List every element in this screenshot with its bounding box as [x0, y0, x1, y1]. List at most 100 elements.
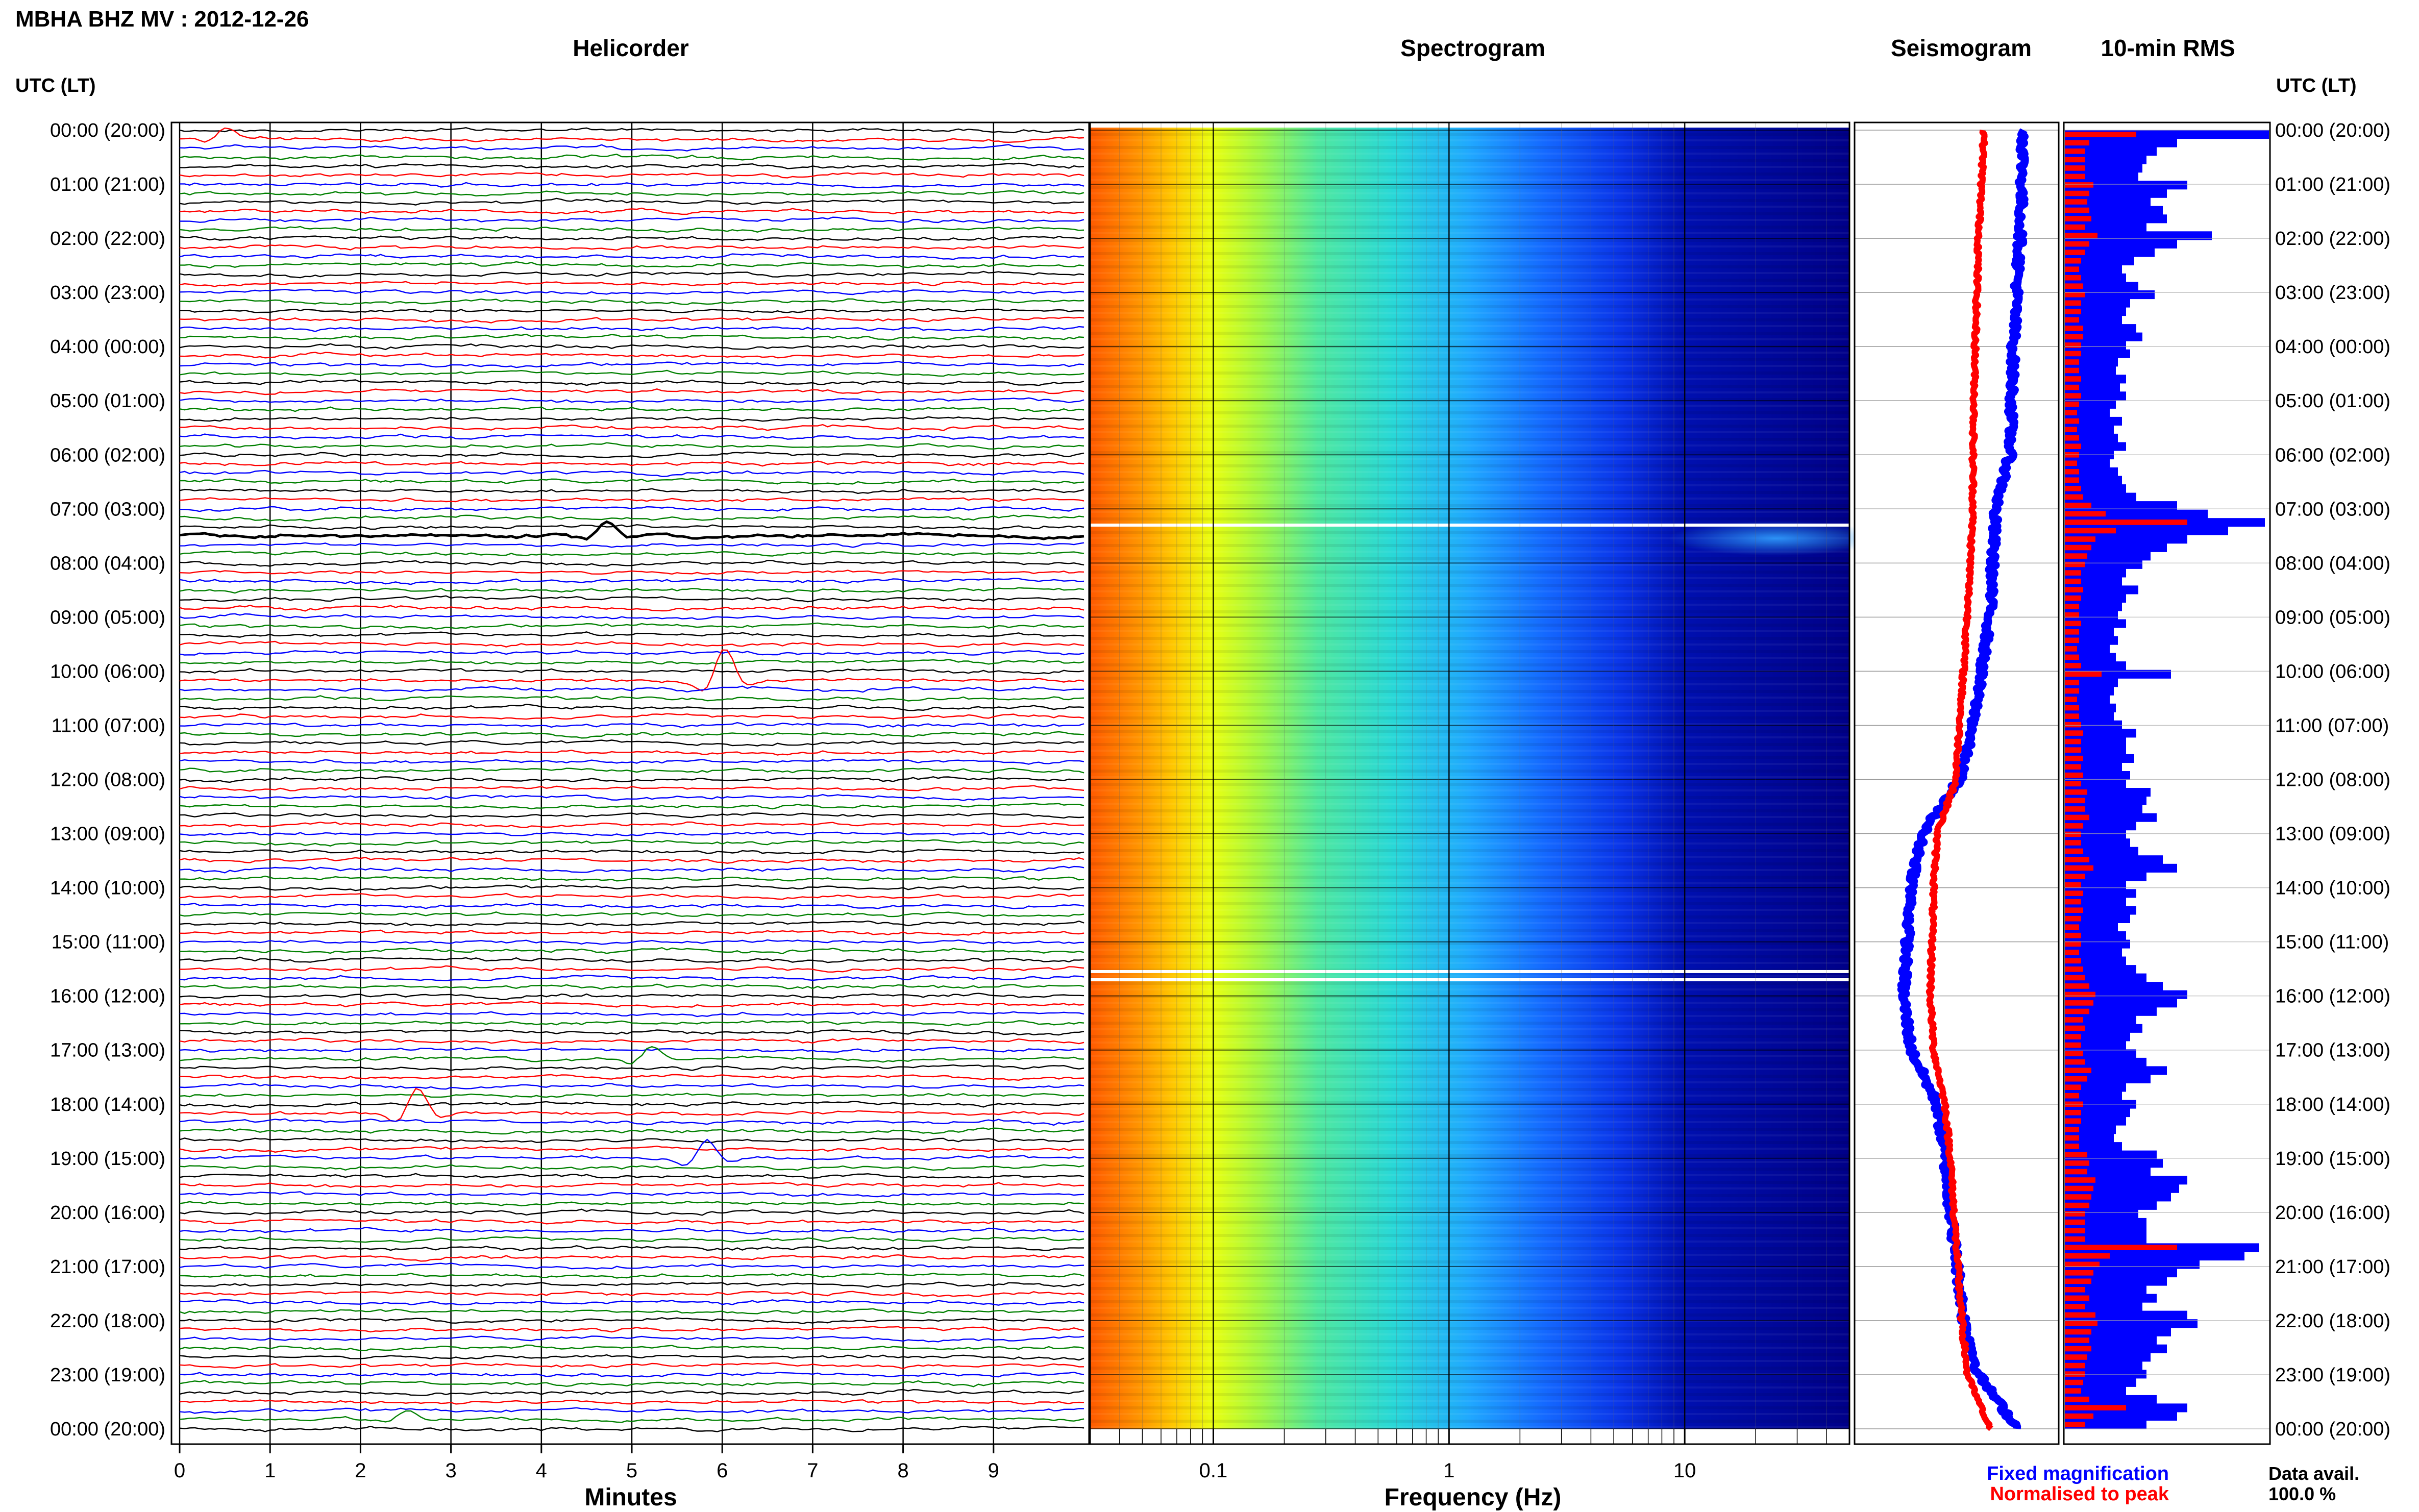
helicorder-trace [179, 865, 1084, 874]
rms-bar-fixed [2065, 332, 2142, 341]
rms-title: 10-min RMS [2101, 35, 2235, 61]
time-label-left: 23:00 (19:00) [50, 1365, 165, 1386]
helicorder-trace [179, 253, 1084, 260]
rms-bar-normalised [2065, 283, 2083, 289]
helicorder-trace [179, 1262, 1084, 1270]
time-label-left: 15:00 (11:00) [52, 932, 165, 953]
rms-bar-normalised [2065, 1312, 2095, 1318]
helicorder-xlabel: Minutes [584, 1484, 677, 1511]
rms-bar-normalised [2065, 1261, 2100, 1268]
helicorder-trace [179, 288, 1084, 295]
helicorder-trace [179, 235, 1084, 241]
rms-bar-normalised [2065, 932, 2081, 938]
spectrogram-gap-line [1090, 978, 1849, 981]
helicorder-traces [179, 127, 1084, 1432]
data-avail-label: Data avail. [2268, 1463, 2359, 1484]
helicorder-title: Helicorder [573, 35, 689, 61]
rms-bar-normalised [2065, 1025, 2085, 1031]
helicorder-trace [179, 1425, 1084, 1432]
time-label-right: 08:00 (04:00) [2275, 553, 2390, 574]
rms-bar-normalised [2065, 376, 2081, 382]
time-label-right: 13:00 (09:00) [2275, 824, 2390, 845]
rms-bar-normalised [2065, 671, 2102, 677]
rms-bar-normalised [2065, 528, 2116, 534]
helicorder-trace [180, 298, 1084, 306]
rms-bar-normalised [2065, 1202, 2089, 1208]
helicorder-trace [179, 1118, 1084, 1126]
rms-bar-normalised [2065, 250, 2085, 255]
time-label-left: 14:00 (10:00) [50, 878, 165, 899]
helicorder-trace [179, 758, 1084, 765]
rms-bar-normalised [2065, 1211, 2085, 1217]
helicorder-trace [179, 416, 1084, 422]
time-label-right: 17:00 (13:00) [2275, 1040, 2390, 1061]
helicorder-trace [179, 1227, 1084, 1234]
rms-bar-normalised [2065, 503, 2091, 508]
helicorder-trace [179, 659, 1084, 665]
rms-bar-normalised [2065, 1135, 2079, 1141]
rms-bar-normalised [2065, 1144, 2079, 1149]
rms-bar-normalised [2065, 1034, 2081, 1039]
rms-bar-normalised [2065, 595, 2081, 601]
helicorder-trace [179, 785, 1084, 792]
helicorder-trace [179, 1335, 1084, 1343]
rms-bar-normalised [2065, 823, 2083, 829]
rms-bar-normalised [2065, 907, 2083, 913]
helicorder-trace [179, 308, 1084, 313]
time-label-right: 03:00 (23:00) [2275, 282, 2390, 304]
helicorder-trace [179, 270, 1084, 279]
helicorder-trace [179, 433, 1084, 440]
rms-bar-normalised [2065, 1388, 2081, 1394]
helicorder-trace [179, 650, 1084, 656]
rms-panel [2063, 121, 2271, 1445]
helicorder-trace [179, 731, 1084, 739]
seismogram-panel [1854, 121, 2060, 1445]
helicorder-trace [179, 1308, 1084, 1315]
spectrogram-title: Spectrogram [1400, 35, 1545, 61]
helicorder-trace [180, 1317, 1084, 1325]
helicorder-trace [179, 197, 1084, 206]
rms-bar-normalised [2065, 1219, 2085, 1225]
rms-bar-normalised [2065, 1295, 2089, 1301]
right-time-labels: 00:00 (20:00) 01:00 (21:00) 02:00 (22:00) 0… [2275, 120, 2390, 1440]
rms-bar-normalised [2065, 1337, 2089, 1343]
helicorder-trace [179, 812, 1084, 819]
helicorder-trace [179, 524, 1084, 531]
helicorder-trace [179, 316, 1084, 324]
helicorder-trace [179, 1137, 1084, 1144]
helicorder-trace [179, 776, 1084, 783]
rms-bar-normalised [2065, 511, 2106, 517]
time-label-left: 07:00 (03:00) [50, 499, 165, 520]
helicorder-trace [179, 1389, 1084, 1396]
rms-bar-fixed [2065, 1150, 2157, 1159]
helicorder-trace [179, 929, 1084, 936]
helicorder-trace [179, 1380, 1084, 1387]
helicorder-trace [179, 162, 1084, 169]
seismogram-title: Seismogram [1891, 35, 2032, 61]
data-avail-value: 100.0 % [2268, 1483, 2336, 1504]
rms-bar-fixed [2065, 501, 2177, 510]
rms-bar-normalised [2065, 199, 2087, 205]
rms-bar-normalised [2065, 561, 2085, 567]
helicorder-trace [179, 190, 1084, 197]
rms-bar-normalised [2065, 132, 2136, 137]
time-label-left: 21:00 (17:00) [50, 1256, 165, 1278]
rms-bar-normalised [2065, 1059, 2085, 1065]
rms-bar-fixed [2065, 231, 2212, 240]
rms-bar-fixed [2065, 189, 2167, 198]
seismogram-normalised-trace [1926, 129, 1993, 1431]
rms-bar-normalised [2065, 983, 2089, 989]
time-label-left: 19:00 (15:00) [50, 1148, 165, 1170]
time-label-right: 19:00 (15:00) [2275, 1148, 2390, 1170]
rms-bar-normalised [2065, 1051, 2083, 1056]
time-label-left: 13:00 (09:00) [50, 824, 165, 845]
rms-bar-normalised [2065, 1152, 2087, 1158]
rms-bar-normalised [2065, 384, 2079, 390]
time-label-right: 12:00 (08:00) [2275, 770, 2390, 791]
helicorder-trace [179, 326, 1084, 332]
left-axis-label: UTC (LT) [15, 75, 96, 96]
helicorder-trace [179, 595, 1084, 603]
rms-bar-normalised [2065, 924, 2079, 930]
rms-bar-normalised [2065, 1000, 2093, 1006]
rms-bar-normalised [2065, 882, 2081, 888]
